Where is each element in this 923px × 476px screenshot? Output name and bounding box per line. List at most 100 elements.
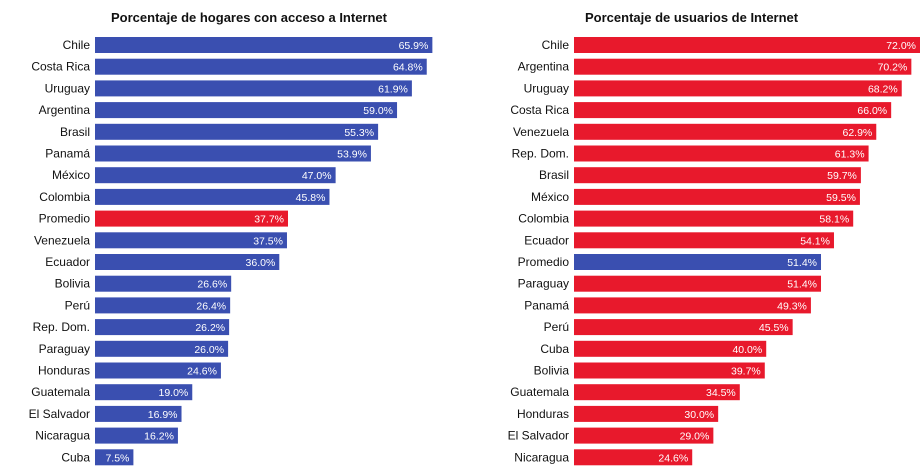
value-label-el-salvador: 29.0% [680,431,710,443]
value-label-rep-dom: 61.3% [835,149,865,161]
bar-paraguay [95,340,229,357]
bar-cuba [574,340,767,357]
bar-rep-dom [574,145,869,162]
bar-bolivia [574,362,765,379]
bar-panama [574,297,811,314]
category-label-uruguay: Uruguay [524,81,569,95]
category-label-guatemala: Guatemala [31,385,90,399]
value-label-peru: 26.4% [196,300,226,312]
bar-costa-rica [95,58,427,75]
bar-colombia [95,188,330,205]
value-label-argentina: 59.0% [363,105,393,117]
bar-mexico [95,167,336,184]
bar-nicaragua [574,449,693,466]
value-label-panama: 49.3% [777,300,807,312]
bar-argentina [95,102,398,119]
value-label-costa-rica: 64.8% [393,62,423,74]
value-label-panama: 53.9% [337,149,367,161]
category-label-paraguay: Paraguay [518,277,569,291]
category-label-cuba: Cuba [540,342,569,356]
value-label-brasil: 55.3% [344,127,374,139]
value-label-venezuela: 37.5% [253,235,283,247]
category-label-panama: Panamá [524,298,569,312]
bar-cuba [95,449,134,466]
bar-venezuela [95,232,287,249]
bar-costa-rica [574,102,892,119]
category-label-venezuela: Venezuela [34,233,90,247]
value-label-brasil: 59.7% [827,170,857,182]
category-label-guatemala: Guatemala [510,385,569,399]
value-label-honduras: 24.6% [187,366,217,378]
category-label-peru: Perú [544,320,569,334]
bar-ecuador [574,232,834,249]
bar-brasil [574,167,861,184]
category-label-honduras: Honduras [517,407,569,421]
bar-ecuador [95,254,280,270]
bar-honduras [574,405,719,422]
value-label-chile: 72.0% [886,40,916,52]
category-label-brasil: Brasil [539,168,569,182]
value-label-rep-dom: 26.2% [195,322,225,334]
chart-title-usuarios: Porcentaje de usuarios de Internet [585,10,799,25]
category-label-rep-dom: Rep. Dom. [512,147,569,161]
category-label-panama: Panamá [45,147,90,161]
category-label-ecuador: Ecuador [524,233,569,247]
bar-peru [95,297,231,314]
value-label-mexico: 59.5% [826,192,856,204]
value-label-costa-rica: 66.0% [857,105,887,117]
chart-usuarios: Chile 72.0% Argentina 70.2% Uruguay 68.2% Cost… [508,37,920,466]
category-label-venezuela: Venezuela [513,125,569,139]
category-label-el-salvador: El Salvador [508,429,569,443]
bar-chile [574,37,920,53]
bar-argentina [574,58,912,75]
category-label-brasil: Brasil [60,125,90,139]
value-label-promedio: 51.4% [787,257,817,269]
category-label-argentina: Argentina [518,60,570,74]
value-label-chile: 65.9% [399,40,429,52]
value-label-guatemala: 19.0% [158,387,188,399]
bar-guatemala [95,384,193,401]
value-label-honduras: 30.0% [684,409,714,421]
bar-nicaragua [95,427,178,444]
chart-hogares: Chile 65.9% Costa Rica 64.8% Uruguay 61.9% Arg… [29,37,433,466]
bar-venezuela [574,123,877,140]
value-label-uruguay: 61.9% [378,83,408,95]
category-label-bolivia: Bolivia [55,277,91,291]
value-label-cuba: 40.0% [732,344,762,356]
value-label-bolivia: 39.7% [731,366,761,378]
category-label-nicaragua: Nicaragua [514,450,569,464]
value-label-ecuador: 54.1% [800,235,830,247]
bar-peru [574,319,793,336]
bar-el-salvador [95,405,182,422]
bar-bolivia [95,275,232,292]
bar-el-salvador [574,427,714,444]
value-label-cuba: 7.5% [105,452,129,464]
category-label-bolivia: Bolivia [534,364,570,378]
value-label-paraguay: 51.4% [787,279,817,291]
bar-promedio [574,254,822,270]
category-label-cuba: Cuba [61,450,90,464]
value-label-argentina: 70.2% [878,62,908,74]
category-label-argentina: Argentina [39,103,91,117]
chart-title-hogares: Porcentaje de hogares con acceso a Inter… [111,10,388,25]
bar-panama [95,145,371,162]
category-label-peru: Perú [65,298,90,312]
category-label-paraguay: Paraguay [39,342,90,356]
category-label-rep-dom: Rep. Dom. [33,320,90,334]
category-label-honduras: Honduras [38,364,90,378]
bar-brasil [95,123,379,140]
category-label-mexico: México [52,168,90,182]
category-label-chile: Chile [63,38,91,52]
category-label-mexico: México [531,190,569,204]
value-label-bolivia: 26.6% [197,279,227,291]
value-label-promedio: 37.7% [254,214,284,226]
value-label-paraguay: 26.0% [194,344,224,356]
value-label-guatemala: 34.5% [706,387,736,399]
bar-uruguay [574,80,902,97]
bar-promedio [95,210,289,227]
category-label-nicaragua: Nicaragua [35,429,90,443]
bar-honduras [95,362,221,379]
category-label-promedio: Promedio [39,212,91,226]
value-label-ecuador: 36.0% [246,257,276,269]
